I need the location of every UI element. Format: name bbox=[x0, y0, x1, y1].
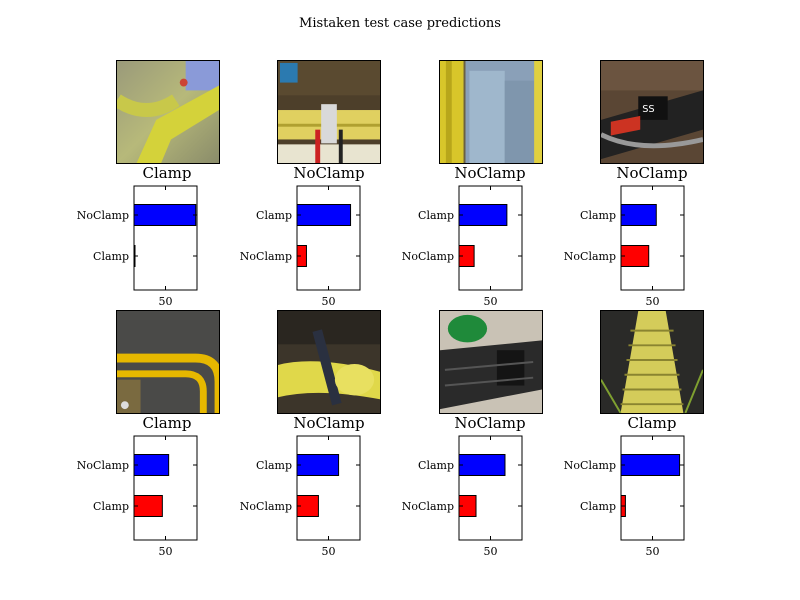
plot-6-xtick-label-0: 50 bbox=[322, 545, 336, 558]
plot-8-axes-frame bbox=[620, 435, 685, 541]
plot-6-ytick-label-0: NoClamp bbox=[240, 500, 292, 513]
plot-7-xtick-label-0: 50 bbox=[484, 545, 498, 558]
plot-1-ytick-label-0: Clamp bbox=[93, 250, 129, 263]
plot-5-bar-noclamp bbox=[133, 454, 170, 476]
thumbnail-3-blue-pipe-photo bbox=[439, 60, 543, 164]
plot-2-axes-frame bbox=[296, 185, 361, 291]
plot-5-axes-frame bbox=[133, 435, 198, 541]
plot-1-xtick-label-0: 50 bbox=[159, 295, 173, 308]
plot-3-axes-frame bbox=[458, 185, 523, 291]
plot-1-axes-frame bbox=[133, 185, 198, 291]
true-label-6: NoClamp bbox=[293, 414, 365, 432]
plot-7-bar-clamp bbox=[458, 454, 506, 476]
true-label-2: NoClamp bbox=[293, 164, 365, 182]
true-label-3: NoClamp bbox=[454, 164, 526, 182]
plot-4-xtick-label-0: 50 bbox=[646, 295, 660, 308]
true-label-8: Clamp bbox=[627, 414, 677, 432]
plot-5-bar-clamp bbox=[133, 495, 163, 517]
thumbnail-8-yellow-wrapped-pipe-photo bbox=[600, 310, 704, 414]
plot-7-ytick-label-0: NoClamp bbox=[402, 500, 454, 513]
thumbnail-7-black-pipe-green-fitting-photo bbox=[439, 310, 543, 414]
plot-4-bar-clamp bbox=[620, 204, 657, 226]
plot-2-ytick-label-0: NoClamp bbox=[240, 250, 292, 263]
plot-4-ytick-label-0: NoClamp bbox=[564, 250, 616, 263]
thumbnail-4-black-pipe-fitting-photo: SS bbox=[600, 60, 704, 164]
plot-3-ytick-label-0: NoClamp bbox=[402, 250, 454, 263]
plot-8-xtick-label-0: 50 bbox=[646, 545, 660, 558]
plot-3-ytick-label-1: Clamp bbox=[418, 209, 454, 222]
plot-2-bar-clamp bbox=[296, 204, 352, 226]
plot-3-bar-clamp bbox=[458, 204, 508, 226]
figure-title: Mistaken test case predictions bbox=[299, 16, 501, 31]
thumbnail-6-yellow-pipe-blur-photo bbox=[277, 310, 381, 414]
plot-4-ytick-label-1: Clamp bbox=[580, 209, 616, 222]
plot-2-xtick-label-0: 50 bbox=[322, 295, 336, 308]
thumbnail-5-yellow-frame-on-asphalt-photo bbox=[116, 310, 220, 414]
plot-7-axes-frame bbox=[458, 435, 523, 541]
true-label-5: Clamp bbox=[142, 414, 192, 432]
thumbnail-2-yellow-pipe-trench-photo bbox=[277, 60, 381, 164]
true-label-4: NoClamp bbox=[616, 164, 688, 182]
svg-text:SS: SS bbox=[642, 104, 654, 115]
true-label-7: NoClamp bbox=[454, 414, 526, 432]
plot-4-axes-frame bbox=[620, 185, 685, 291]
plot-6-ytick-label-1: Clamp bbox=[256, 459, 292, 472]
plot-6-bar-clamp bbox=[296, 454, 340, 476]
plot-8-ytick-label-1: NoClamp bbox=[564, 459, 616, 472]
plot-5-ytick-label-0: Clamp bbox=[93, 500, 129, 513]
plot-6-axes-frame bbox=[296, 435, 361, 541]
plot-2-ytick-label-1: Clamp bbox=[256, 209, 292, 222]
plot-5-ytick-label-1: NoClamp bbox=[77, 459, 129, 472]
plot-8-bar-noclamp bbox=[620, 454, 681, 476]
plot-1-bar-noclamp bbox=[133, 204, 197, 226]
plot-3-xtick-label-0: 50 bbox=[484, 295, 498, 308]
thumbnail-1-yellow-clamp-photo bbox=[116, 60, 220, 164]
plot-5-xtick-label-0: 50 bbox=[159, 545, 173, 558]
plot-8-ytick-label-0: Clamp bbox=[580, 500, 616, 513]
plot-4-bar-noclamp bbox=[620, 245, 650, 267]
plot-7-ytick-label-1: Clamp bbox=[418, 459, 454, 472]
true-label-1: Clamp bbox=[142, 164, 192, 182]
plot-1-ytick-label-1: NoClamp bbox=[77, 209, 129, 222]
